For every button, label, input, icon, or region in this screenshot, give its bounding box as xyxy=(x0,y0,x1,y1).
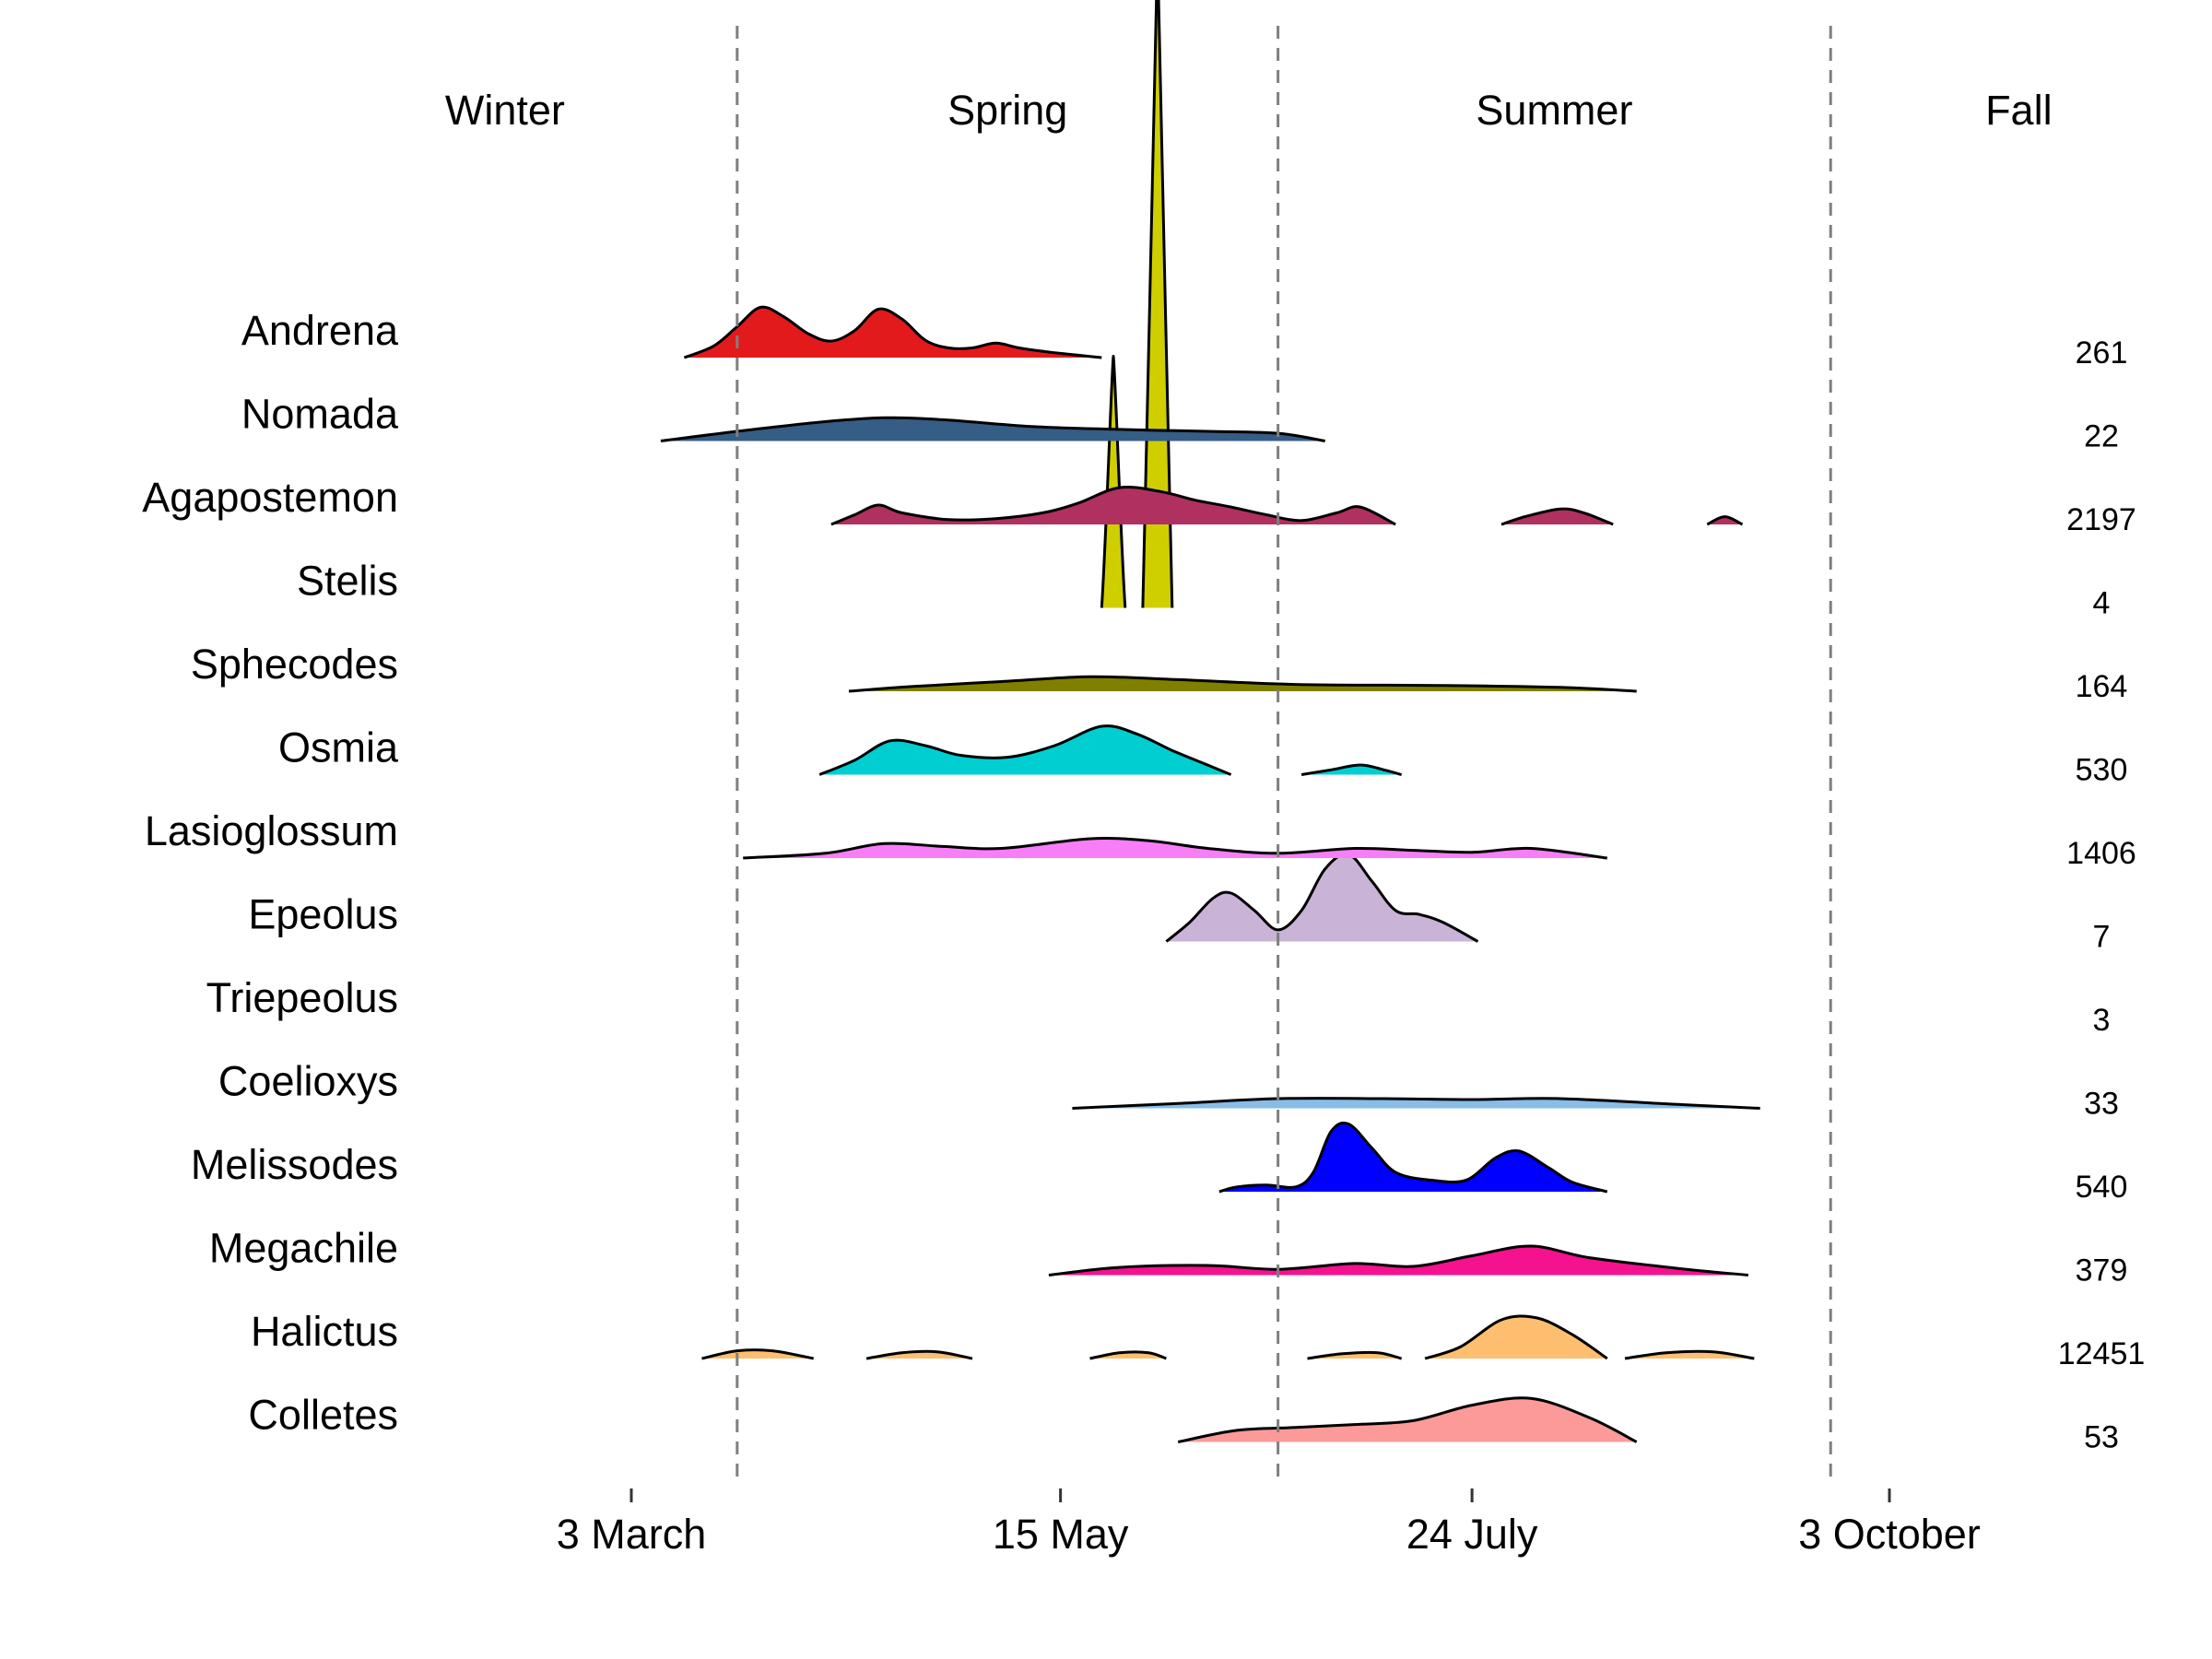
genus-label-triepeolus: Triepeolus xyxy=(206,974,398,1021)
genus-label-sphecodes: Sphecodes xyxy=(191,641,398,688)
halictus-segment-outline xyxy=(1089,1350,1167,1360)
ridge-andrena xyxy=(683,305,1102,359)
count-label-andrena: 261 xyxy=(2076,335,2128,371)
season-label-summer: Summer xyxy=(1476,87,1632,134)
genus-label-melissodes: Melissodes xyxy=(191,1141,398,1188)
epeolus-fill xyxy=(1166,853,1478,942)
ridge-colletes xyxy=(1177,1396,1638,1443)
osmia-segment-fill xyxy=(1301,765,1402,775)
ridge-epeolus xyxy=(1165,853,1479,943)
halictus-segment-outline xyxy=(1624,1349,1755,1360)
x-tick-label: 3 October xyxy=(1798,1511,1981,1558)
sphecodes-fill xyxy=(849,677,1637,691)
count-label-melissodes: 540 xyxy=(2076,1170,2128,1205)
ridge-halictus xyxy=(701,1314,1755,1360)
count-label-sphecodes: 164 xyxy=(2076,669,2128,704)
count-label-lasioglossum: 1406 xyxy=(2066,836,2136,871)
nomada-outline xyxy=(660,416,1325,442)
melissodes-outline xyxy=(1218,1121,1608,1194)
osmia-segment-outline xyxy=(1300,763,1403,776)
ridge-coelioxys xyxy=(1072,1097,1760,1110)
count-label-coelioxys: 33 xyxy=(2084,1087,2119,1122)
lasioglossum-outline xyxy=(743,837,1607,860)
halictus-segment-outline xyxy=(701,1348,814,1360)
genus-label-epeolus: Epeolus xyxy=(248,891,398,938)
agapostemon-fill xyxy=(830,487,1396,524)
x-tick-label: 24 July xyxy=(1406,1511,1538,1558)
epeolus-outline xyxy=(1165,853,1479,943)
count-label-osmia: 530 xyxy=(2076,753,2128,788)
genus-label-lasioglossum: Lasioglossum xyxy=(145,807,398,854)
agapostemon-segment-outline xyxy=(1500,507,1614,526)
ridge-nomada xyxy=(660,416,1325,442)
genus-label-osmia: Osmia xyxy=(278,724,399,771)
andrena-fill xyxy=(684,307,1102,358)
season-boundaries-layer xyxy=(735,26,1832,1486)
genus-label-halictus: Halictus xyxy=(251,1308,398,1355)
ridge-osmia xyxy=(818,724,1403,776)
season-label-fall: Fall xyxy=(1985,87,2053,134)
genus-label-stelis: Stelis xyxy=(297,558,398,605)
count-label-megachile: 379 xyxy=(2076,1253,2128,1288)
melissodes-fill xyxy=(1218,1123,1607,1192)
genus-label-agapostemon: Agapostemon xyxy=(142,474,398,521)
count-label-epeolus: 7 xyxy=(2093,920,2111,955)
season-label-spring: Spring xyxy=(947,87,1067,134)
nomada-fill xyxy=(660,418,1325,441)
x-axis: 3 March 15 May 24 July 3 October xyxy=(557,1488,1981,1558)
genus-label-coelioxys: Coelioxys xyxy=(218,1058,398,1105)
genus-label-megachile: Megachile xyxy=(209,1225,398,1272)
count-label-agapostemon: 2197 xyxy=(2066,502,2136,537)
count-label-colletes: 53 xyxy=(2084,1420,2119,1455)
halictus-segment-outline xyxy=(1307,1350,1402,1360)
megachile-fill xyxy=(1048,1245,1748,1276)
halictus-fill xyxy=(1425,1315,1607,1359)
agapostemon-segment-fill xyxy=(1501,509,1614,524)
colletes-fill xyxy=(1178,1397,1637,1442)
x-tick-label: 3 March xyxy=(557,1511,707,1558)
ridge-lasioglossum xyxy=(743,837,1607,860)
ridge-melissodes xyxy=(1218,1121,1608,1194)
count-label-halictus: 12451 xyxy=(2058,1336,2146,1371)
genus-labels-layer: Andrena Nomada Agapostemon Stelis Sphecodes O… xyxy=(142,307,399,1439)
ridge-sphecodes xyxy=(848,675,1637,693)
genus-label-colletes: Colletes xyxy=(248,1392,398,1439)
ridge-stelis xyxy=(1100,0,1174,608)
halictus-outline xyxy=(1424,1314,1608,1360)
genus-label-andrena: Andrena xyxy=(241,307,399,354)
agapostemon-outline xyxy=(830,486,1396,526)
coelioxys-outline xyxy=(1072,1097,1760,1110)
stelis-spike-outline xyxy=(1100,355,1127,608)
megachile-outline xyxy=(1048,1244,1749,1277)
season-label-winter: Winter xyxy=(445,87,565,134)
stelis-spike-outline xyxy=(1141,0,1174,608)
ridge-agapostemon xyxy=(830,486,1744,526)
colletes-outline xyxy=(1177,1396,1638,1443)
ridge-megachile xyxy=(1048,1244,1749,1277)
ridges-layer xyxy=(660,0,1760,1443)
sphecodes-outline xyxy=(848,675,1637,693)
count-label-triepeolus: 3 xyxy=(2093,1003,2111,1038)
andrena-outline xyxy=(683,305,1102,359)
genus-label-nomada: Nomada xyxy=(241,391,399,438)
osmia-fill xyxy=(819,725,1231,775)
count-label-stelis: 4 xyxy=(2093,586,2111,621)
count-label-nomada: 22 xyxy=(2084,419,2119,454)
stelis-spike-fill xyxy=(1101,356,1125,608)
season-labels-layer: Winter Spring Summer Fall xyxy=(445,87,2053,134)
x-tick-label: 15 May xyxy=(993,1511,1129,1558)
osmia-outline xyxy=(818,724,1232,776)
agapostemon-segment-outline xyxy=(1706,515,1744,526)
stelis-spike-fill xyxy=(1142,0,1172,608)
lasioglossum-fill xyxy=(743,838,1607,858)
halictus-segment-outline xyxy=(865,1349,973,1360)
agapostemon-segment-fill xyxy=(1707,516,1743,524)
